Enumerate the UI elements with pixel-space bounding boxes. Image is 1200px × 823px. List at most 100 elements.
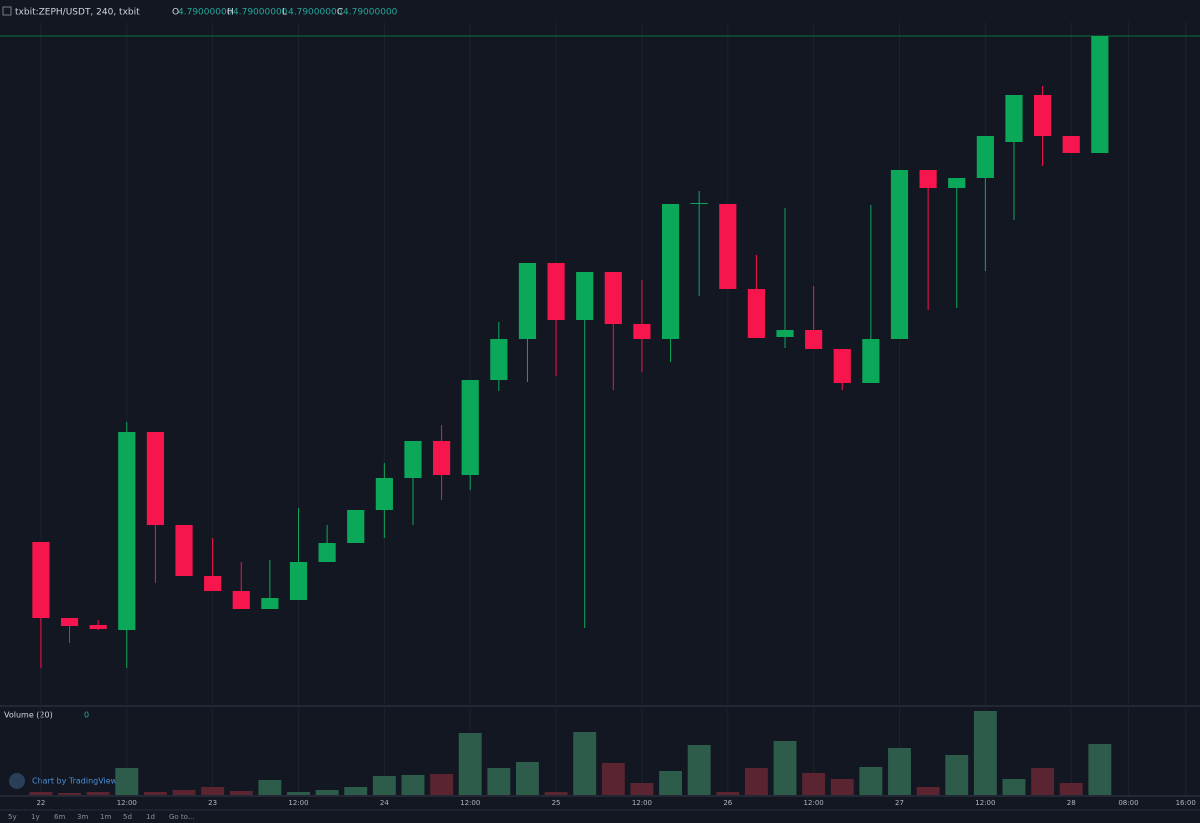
- candle-body: [805, 330, 823, 349]
- volume-bar: [1059, 783, 1083, 795]
- candle-body: [1062, 136, 1080, 153]
- candle-body: [118, 432, 136, 630]
- volume-bar: [344, 787, 368, 795]
- volume-bar: [315, 790, 339, 795]
- candle-body: [146, 432, 164, 525]
- candle-body: [776, 330, 794, 337]
- candle-body: [204, 576, 222, 591]
- x-tick-label: 12:00: [288, 799, 308, 807]
- volume-bar: [115, 768, 139, 795]
- candle-body: [747, 289, 765, 338]
- candle-body: [60, 618, 79, 626]
- branding[interactable]: Chart by TradingView: [32, 777, 118, 786]
- volume-bar: [659, 771, 682, 795]
- candle-body: [604, 272, 622, 324]
- x-tick-label: 16:00: [1176, 799, 1196, 807]
- candle-body: [633, 324, 651, 339]
- volume-bar: [201, 787, 225, 795]
- volume-bar: [58, 793, 81, 795]
- candle-body: [890, 170, 909, 339]
- tv-logo[interactable]: [9, 773, 25, 789]
- x-tick-label: 23: [208, 799, 217, 807]
- candle-body: [919, 170, 937, 188]
- volume-bar: [630, 783, 654, 795]
- range-button[interactable]: 5y: [8, 813, 17, 821]
- volume-bar: [1031, 768, 1055, 795]
- volume-bar: [401, 775, 425, 795]
- ohlc-value: 4.79000000: [343, 8, 398, 18]
- candle-body: [289, 562, 308, 600]
- volume-bar: [143, 792, 167, 795]
- range-button[interactable]: 1m: [100, 813, 111, 821]
- volume-bar: [973, 711, 997, 795]
- range-button[interactable]: Go to...: [169, 813, 195, 821]
- x-tick-label: 24: [380, 799, 389, 807]
- candle-body: [175, 525, 193, 576]
- volume-bar: [1002, 779, 1026, 795]
- candle-body: [976, 136, 994, 178]
- volume-bar: [1088, 744, 1112, 795]
- x-tick-label: 12:00: [460, 799, 480, 807]
- range-button[interactable]: 5d: [123, 813, 132, 821]
- volume-bar: [744, 768, 768, 795]
- volume-bar: [830, 779, 854, 795]
- menu-icon[interactable]: [2, 6, 12, 16]
- range-button[interactable]: 1y: [31, 813, 40, 821]
- x-tick-label: 08:00: [1118, 799, 1138, 807]
- candle-body: [404, 441, 422, 478]
- candle-body: [1005, 95, 1023, 142]
- range-button[interactable]: 1d: [146, 813, 155, 821]
- x-tick-label: 12:00: [975, 799, 995, 807]
- volume-bar: [773, 741, 797, 795]
- volume-bar: [458, 733, 482, 795]
- volume-bar: [86, 792, 110, 795]
- volume-bar: [516, 762, 539, 795]
- volume-bar: [372, 776, 396, 795]
- volume-bar: [430, 774, 454, 795]
- candle-body: [1091, 36, 1109, 153]
- volume-bar: [945, 755, 969, 795]
- candle-body: [661, 204, 680, 339]
- x-tick-label: 28: [1067, 799, 1076, 807]
- volume-bar: [916, 787, 940, 795]
- symbol-label[interactable]: txbit:ZEPH/USDT, 240, txbit: [15, 8, 140, 18]
- range-button[interactable]: 6m: [54, 813, 65, 821]
- volume-bar: [573, 732, 597, 795]
- range-button[interactable]: 3m: [77, 813, 88, 821]
- volume-title: Volume (20): [4, 711, 53, 720]
- candle-body: [261, 598, 279, 609]
- volume-bar: [487, 768, 511, 795]
- candle-body: [347, 510, 365, 543]
- ohlc-key: H: [227, 8, 234, 18]
- x-tick-label: 22: [36, 799, 45, 807]
- volume-bar: [544, 792, 568, 795]
- ohlc-value: 4.79000000: [178, 8, 233, 18]
- candle-body: [576, 272, 594, 320]
- candle-body: [1034, 95, 1052, 136]
- candle-body: [32, 542, 50, 618]
- candle-body: [833, 349, 851, 383]
- candle-body: [375, 478, 393, 510]
- candle-body: [318, 543, 336, 562]
- volume-bar: [859, 767, 883, 795]
- volume-last: 0: [84, 711, 89, 720]
- ohlc-key: C: [337, 8, 343, 18]
- volume-bar: [687, 745, 711, 795]
- candle-body: [518, 263, 537, 339]
- candle-body: [490, 339, 508, 380]
- candle-body: [461, 380, 479, 475]
- volume-bar: [601, 763, 625, 795]
- volume-bar: [172, 790, 196, 795]
- ohlc-key: O: [172, 8, 179, 18]
- x-tick-label: 26: [723, 799, 732, 807]
- candle-body: [89, 625, 107, 629]
- volume-bar: [258, 780, 282, 795]
- volume-bar: [29, 792, 53, 795]
- candle-body: [719, 204, 737, 289]
- candle-body: [433, 441, 451, 475]
- candle-body: [232, 591, 250, 609]
- volume-bar: [229, 791, 253, 795]
- ohlc-key: L: [282, 8, 287, 18]
